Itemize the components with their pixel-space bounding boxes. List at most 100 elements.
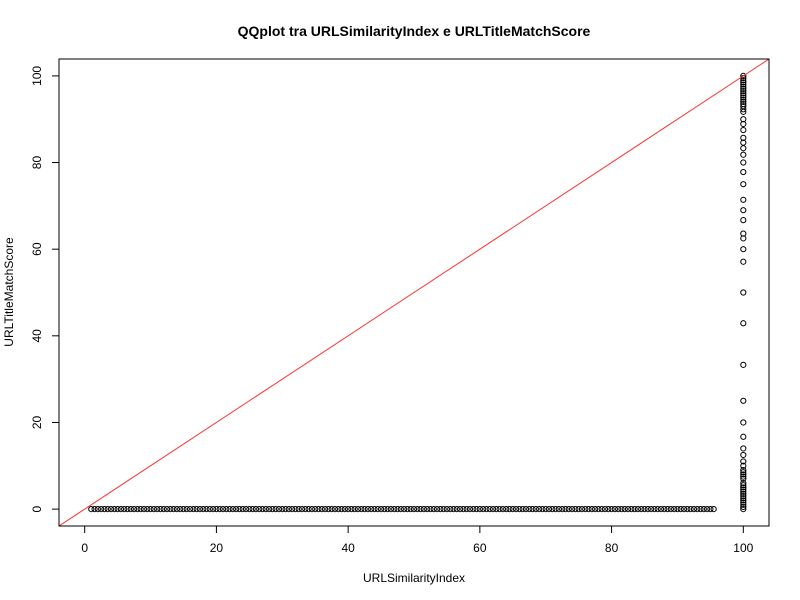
data-point: [740, 462, 747, 469]
data-point: [371, 506, 378, 513]
data-point: [256, 506, 263, 513]
data-point: [654, 506, 661, 513]
data-point: [519, 506, 526, 513]
data-point: [453, 506, 460, 513]
data-point: [703, 506, 711, 513]
data-point: [598, 506, 605, 513]
data-point: [740, 471, 747, 478]
data-point: [98, 506, 105, 513]
data-point: [671, 506, 678, 513]
data-point: [275, 506, 283, 513]
data-point: [361, 506, 368, 513]
data-point: [94, 506, 101, 513]
data-point: [486, 506, 493, 513]
data-point: [354, 506, 362, 513]
data-point: [289, 506, 296, 513]
data-point: [680, 506, 688, 513]
data-point: [335, 506, 342, 513]
x-tick-label: 20: [210, 541, 224, 555]
data-point: [694, 506, 701, 513]
data-point: [740, 81, 747, 88]
data-point: [480, 506, 487, 513]
data-point: [414, 506, 421, 513]
data-point: [377, 506, 385, 513]
data-point: [740, 181, 747, 188]
data-point: [684, 506, 691, 513]
y-tick-label: 100: [30, 66, 44, 86]
data-point: [493, 506, 500, 513]
data-point: [674, 506, 681, 513]
data-point: [137, 506, 144, 513]
data-point: [124, 506, 131, 513]
data-point: [740, 96, 747, 103]
data-point: [183, 506, 190, 513]
data-point: [542, 506, 549, 513]
data-point: [740, 397, 747, 404]
data-point: [740, 168, 747, 176]
x-axis: 0 20 40 60 80 100: [81, 525, 754, 555]
data-point: [740, 289, 747, 296]
data-point: [578, 506, 586, 513]
data-point: [397, 506, 404, 513]
data-point: [252, 506, 260, 513]
data-point: [144, 506, 151, 513]
data-point: [473, 506, 480, 513]
data-point: [575, 506, 582, 513]
x-tick-label: 0: [81, 541, 88, 555]
data-point: [140, 506, 148, 513]
x-tick-label: 60: [473, 541, 487, 555]
data-point: [555, 506, 562, 513]
data-point: [427, 506, 434, 513]
data-point: [216, 506, 223, 513]
data-point: [302, 506, 309, 513]
data-point: [157, 506, 164, 513]
data-point: [740, 458, 747, 465]
data-point: [615, 506, 622, 513]
data-point: [740, 134, 747, 141]
data-point: [401, 506, 408, 513]
data-point: [740, 451, 747, 459]
data-point: [200, 506, 207, 513]
data-point: [163, 506, 171, 513]
data-point: [697, 506, 704, 513]
data-point: [562, 506, 569, 513]
data-point: [740, 94, 747, 101]
data-point: [605, 506, 612, 513]
data-point: [624, 506, 632, 513]
data-point: [740, 145, 747, 152]
data-point: [740, 98, 747, 105]
data-point: [740, 480, 747, 487]
data-point: [430, 506, 437, 513]
data-point: [104, 506, 111, 513]
data-point: [740, 207, 747, 214]
data-point: [210, 506, 217, 513]
data-point: [512, 506, 520, 513]
data-point: [641, 506, 648, 513]
data-point: [529, 506, 536, 513]
data-point: [740, 77, 747, 84]
data-point: [424, 506, 431, 513]
data-point: [269, 506, 276, 513]
data-point: [417, 506, 424, 513]
data-point: [489, 506, 497, 513]
y-tick-label: 60: [30, 242, 44, 256]
data-point: [233, 506, 240, 513]
data-point: [387, 506, 395, 513]
data-point: [229, 506, 236, 513]
data-point: [433, 506, 441, 513]
data-point: [644, 506, 651, 513]
data-point: [588, 506, 595, 513]
data-point: [509, 506, 516, 513]
data-point: [117, 506, 125, 513]
data-point: [130, 506, 138, 513]
data-point: [559, 506, 566, 513]
data-point: [634, 506, 642, 513]
data-point: [476, 506, 483, 513]
data-point: [312, 506, 319, 513]
data-point: [295, 506, 302, 513]
data-point: [318, 506, 325, 513]
data-point: [740, 90, 747, 97]
data-point: [381, 506, 388, 513]
data-point: [457, 506, 464, 513]
data-point: [740, 506, 747, 513]
